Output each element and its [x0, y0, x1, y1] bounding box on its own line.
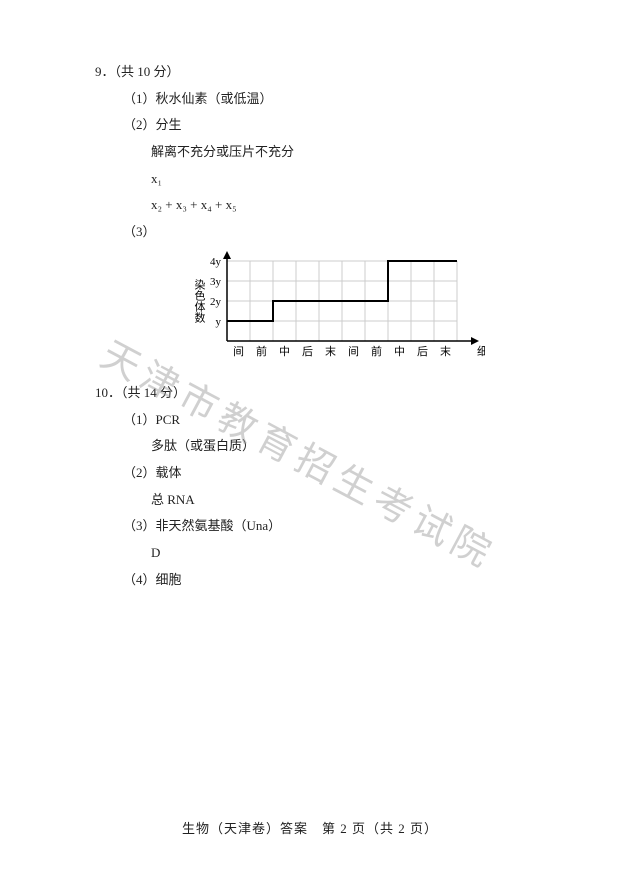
svg-text:后: 后: [417, 345, 428, 358]
svg-text:3y: 3y: [210, 276, 222, 288]
svg-text:y: y: [216, 316, 222, 328]
page-content: 9．（共 10 分） （1）秋水仙素（或低温） （2）分生 解离不充分或压片不充…: [95, 60, 530, 592]
q9-part2b: x₁: [95, 167, 530, 192]
q10-part2a: 总 RNA: [95, 488, 530, 513]
q9-part2: （2）分生: [95, 113, 530, 138]
q9-part1: （1）秋水仙素（或低温）: [95, 87, 530, 112]
svg-text:4y: 4y: [210, 256, 222, 268]
svg-text:前: 前: [371, 344, 382, 358]
q10-header: 10．（共 14 分）: [95, 381, 530, 406]
page-footer: 生物（天津卷）答案 第 2 页（共 2 页）: [0, 817, 620, 842]
chart-container: y2y3y4y间前中后末间前中后末细胞周期染色体数: [95, 251, 530, 371]
svg-text:末: 末: [325, 344, 336, 358]
svg-text:前: 前: [256, 344, 267, 358]
svg-text:间: 间: [233, 345, 244, 358]
q9-part3: （3）: [95, 220, 530, 245]
svg-text:2y: 2y: [210, 296, 222, 308]
q9-header: 9．（共 10 分）: [95, 60, 530, 85]
step-chart: y2y3y4y间前中后末间前中后末细胞周期染色体数: [185, 251, 485, 371]
q9-part2c: x₂ + x₃ + x₄ + x₅: [95, 193, 530, 218]
svg-text:细胞周期: 细胞周期: [477, 345, 485, 358]
q10-part4: （4）细胞: [95, 568, 530, 593]
svg-text:间: 间: [348, 345, 359, 358]
q9-part2a: 解离不充分或压片不充分: [95, 140, 530, 165]
svg-text:染色体数: 染色体数: [193, 277, 206, 323]
svg-text:末: 末: [440, 344, 451, 358]
q10-part2: （2）载体: [95, 461, 530, 486]
q10-part3: （3）非天然氨基酸（Una）: [95, 514, 530, 539]
q10-part1a: 多肽（或蛋白质）: [95, 434, 530, 459]
svg-text:后: 后: [302, 345, 313, 358]
svg-text:中: 中: [394, 345, 405, 358]
svg-text:中: 中: [279, 345, 290, 358]
q10-part3a: D: [95, 541, 530, 566]
q10-part1: （1）PCR: [95, 408, 530, 433]
